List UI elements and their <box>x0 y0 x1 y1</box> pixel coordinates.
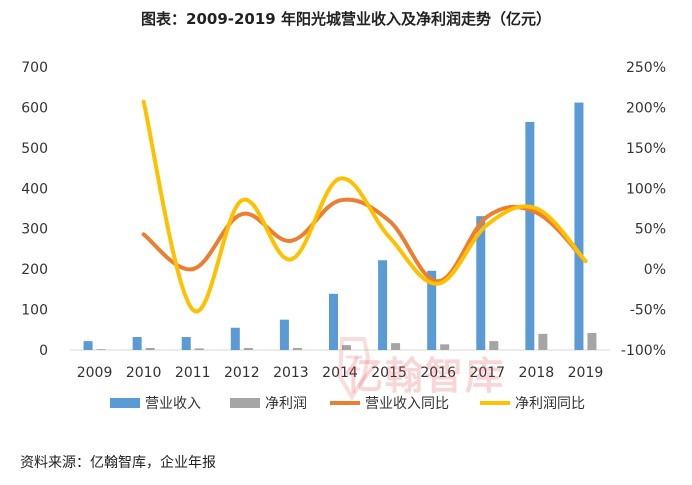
y-right-tick-label: 50% <box>635 222 666 238</box>
y-left-tick-label: 700 <box>21 60 48 76</box>
legend-label: 营业收入 <box>145 396 201 412</box>
bar-revenue <box>525 121 535 351</box>
bar-net-profit <box>587 333 597 350</box>
line-net-profit-yoy <box>141 99 588 314</box>
bar-net-profit <box>243 347 253 350</box>
y-right-tick-label: 250% <box>626 60 666 76</box>
y-right-tick-label: 150% <box>626 141 666 157</box>
y-right-tick-label: 0% <box>644 262 666 278</box>
y-right-tick-label: 100% <box>626 181 666 197</box>
y-left-tick-label: 200 <box>21 262 48 278</box>
x-tick-label: 2016 <box>420 365 456 381</box>
bar-net-profit <box>194 348 204 350</box>
y-left-tick-label: 600 <box>21 100 48 116</box>
bar-revenue <box>279 319 289 350</box>
y-right-tick-label: -50% <box>630 303 666 319</box>
y-left-tick-label: 0 <box>39 343 48 359</box>
y-right-tick-label: -100% <box>621 343 666 359</box>
x-tick-label: 2009 <box>77 365 113 381</box>
bar-revenue <box>476 216 486 350</box>
bar-net-profit <box>292 347 302 350</box>
x-tick-label: 2013 <box>273 365 309 381</box>
bar-revenue <box>329 293 338 350</box>
x-tick-label: 2019 <box>568 365 604 381</box>
bar-revenue <box>378 260 388 350</box>
legend-swatch <box>110 398 140 408</box>
bars <box>83 102 597 351</box>
bar-revenue <box>230 327 240 350</box>
bar-net-profit <box>489 341 499 350</box>
x-tick-label: 2012 <box>224 365 260 381</box>
bar-revenue <box>181 337 191 350</box>
legend-label: 净利润 <box>265 396 307 412</box>
x-tick-label: 2010 <box>126 365 162 381</box>
bar-net-profit <box>342 345 351 350</box>
x-tick-label: 2018 <box>519 365 555 381</box>
bar-net-profit <box>440 344 450 350</box>
x-axis: 2009 2010 2011 2012 2013 2014 2015 2016 2017 2018… <box>77 365 604 381</box>
bar-net-profit <box>538 333 548 350</box>
y-left-tick-label: 500 <box>21 141 48 157</box>
legend-swatch <box>230 398 260 408</box>
y-axis-left: 0 100 200 300 400 500 600 700 <box>21 60 48 359</box>
y-left-tick-label: 400 <box>21 181 48 197</box>
x-tick-label: 2017 <box>469 365 505 381</box>
bar-revenue <box>132 337 142 350</box>
y-left-tick-label: 100 <box>21 303 48 319</box>
bar-net-profit <box>145 347 155 350</box>
watermark-logo-icon <box>337 337 371 401</box>
x-tick-label: 2014 <box>322 365 358 381</box>
bar-net-profit <box>96 349 106 350</box>
legend: 营业收入 净利润 营业收入同比 净利润同比 <box>110 396 585 412</box>
legend-label: 净利润同比 <box>515 396 585 412</box>
y-right-tick-label: 200% <box>626 100 666 116</box>
bar-revenue <box>574 102 584 350</box>
x-tick-label: 2015 <box>371 365 407 381</box>
chart-title: 图表：2009-2019 年阳光城营业收入及净利润走势（亿元） <box>141 10 551 28</box>
legend-label: 营业收入同比 <box>365 396 449 412</box>
y-axis-right: -100% -50% 0% 50% 100% 150% 200% 250% <box>621 60 666 359</box>
watermark: 亿翰智库 <box>345 354 506 398</box>
x-tick-label: 2011 <box>175 365 211 381</box>
bar-revenue <box>427 270 437 350</box>
lines <box>141 99 588 314</box>
y-left-tick-label: 300 <box>21 222 48 238</box>
bar-revenue <box>83 341 93 350</box>
line-revenue-yoy <box>141 197 588 284</box>
bar-net-profit <box>391 343 401 350</box>
source-note: 资料来源：亿翰智库，企业年报 <box>20 455 216 471</box>
